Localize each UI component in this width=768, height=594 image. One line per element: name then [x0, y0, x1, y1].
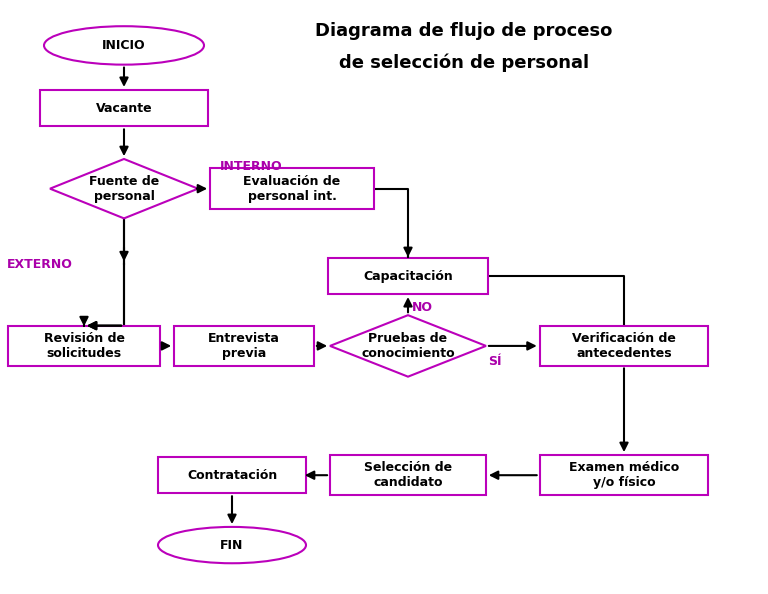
Text: Revisión de
solicitudes: Revisión de solicitudes [44, 332, 124, 360]
Polygon shape [330, 315, 486, 377]
Ellipse shape [44, 26, 204, 65]
Text: NO: NO [412, 301, 433, 314]
Text: Selección de
candidato: Selección de candidato [364, 461, 452, 489]
Text: INICIO: INICIO [102, 39, 146, 52]
FancyBboxPatch shape [8, 326, 160, 366]
Text: SÍ: SÍ [488, 355, 502, 368]
Text: Fuente de
personal: Fuente de personal [89, 175, 159, 203]
Text: Contratación: Contratación [187, 469, 277, 482]
FancyBboxPatch shape [328, 258, 488, 294]
Text: Entrevista
previa: Entrevista previa [208, 332, 280, 360]
Text: Vacante: Vacante [96, 102, 152, 115]
FancyBboxPatch shape [158, 457, 306, 494]
Text: INTERNO: INTERNO [220, 160, 283, 173]
FancyBboxPatch shape [174, 326, 314, 366]
FancyBboxPatch shape [540, 326, 708, 366]
Text: Verificación de
antecedentes: Verificación de antecedentes [572, 332, 676, 360]
Text: Evaluación de
personal int.: Evaluación de personal int. [243, 175, 341, 203]
Text: Diagrama de flujo de proceso: Diagrama de flujo de proceso [316, 23, 613, 40]
Text: Examen médico
y/o físico: Examen médico y/o físico [569, 461, 679, 489]
Text: FIN: FIN [220, 539, 243, 552]
FancyBboxPatch shape [540, 455, 708, 495]
Text: EXTERNO: EXTERNO [6, 258, 72, 271]
Polygon shape [50, 159, 198, 219]
FancyBboxPatch shape [40, 90, 208, 127]
Ellipse shape [158, 527, 306, 563]
Text: de selección de personal: de selección de personal [339, 53, 589, 72]
FancyBboxPatch shape [210, 169, 374, 209]
Text: Pruebas de
conocimiento: Pruebas de conocimiento [361, 332, 455, 360]
FancyBboxPatch shape [330, 455, 486, 495]
Text: Capacitación: Capacitación [363, 270, 453, 283]
